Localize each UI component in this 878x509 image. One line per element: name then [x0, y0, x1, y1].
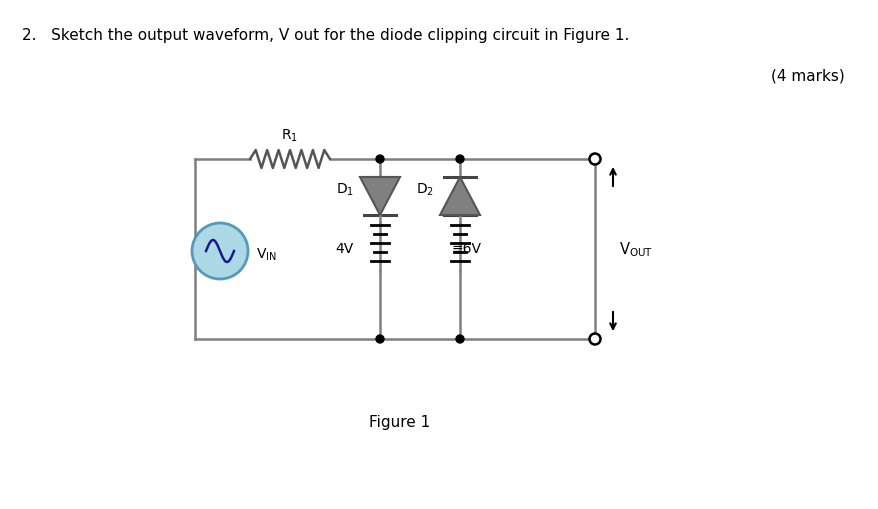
Text: D$_1$: D$_1$: [335, 181, 354, 198]
Text: D$_2$: D$_2$: [415, 181, 434, 198]
Text: ≡6V: ≡6V: [451, 242, 481, 256]
Circle shape: [456, 335, 464, 344]
Text: (4 marks): (4 marks): [770, 68, 844, 83]
Text: V$_{\rm IN}$: V$_{\rm IN}$: [255, 246, 277, 263]
Text: 2.   Sketch the output waveform, V out for the diode clipping circuit in Figure : 2. Sketch the output waveform, V out for…: [22, 28, 629, 43]
Polygon shape: [360, 178, 399, 216]
Text: R$_1$: R$_1$: [281, 127, 299, 144]
Polygon shape: [440, 178, 479, 216]
Circle shape: [191, 223, 248, 279]
Circle shape: [589, 334, 600, 345]
Circle shape: [456, 156, 464, 164]
Text: 4V: 4V: [335, 242, 354, 256]
Text: V$_{\rm OUT}$: V$_{\rm OUT}$: [618, 240, 652, 259]
Text: Figure 1: Figure 1: [369, 414, 430, 429]
Circle shape: [376, 335, 384, 344]
Circle shape: [376, 156, 384, 164]
Circle shape: [589, 154, 600, 165]
